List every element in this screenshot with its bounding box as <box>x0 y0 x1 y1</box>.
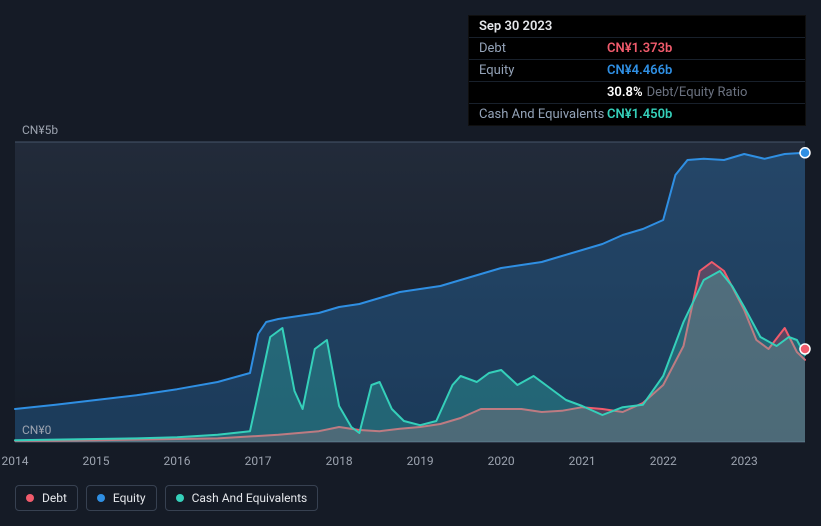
x-axis-label: 2014 <box>2 454 29 468</box>
x-axis-label: 2016 <box>164 454 191 468</box>
x-axis-label: 2022 <box>650 454 677 468</box>
chart-container: CN¥5b CN¥0 Sep 30 2023 Debt CN¥1.373b Eq… <box>0 0 821 526</box>
x-axis-label: 2019 <box>407 454 434 468</box>
legend-dot <box>97 494 105 502</box>
legend-item-debt[interactable]: Debt <box>15 485 78 511</box>
legend-dot <box>176 494 184 502</box>
legend-item-equity[interactable]: Equity <box>86 485 157 511</box>
tooltip-row-ratio: 30.8% Debt/Equity Ratio <box>469 82 805 104</box>
legend-label: Equity <box>113 491 146 505</box>
tooltip-label: Equity <box>479 63 607 78</box>
x-axis-label: 2015 <box>83 454 110 468</box>
tooltip-suffix: Debt/Equity Ratio <box>647 85 748 100</box>
tooltip-value: 30.8% <box>607 85 643 100</box>
tooltip-value: CN¥1.373b <box>607 41 672 56</box>
tooltip-value: CN¥1.450b <box>607 107 672 122</box>
legend: Debt Equity Cash And Equivalents <box>15 485 318 511</box>
tooltip-value: CN¥4.466b <box>607 63 672 78</box>
y-axis-label-min: CN¥0 <box>22 423 51 437</box>
y-axis-label-max: CN¥5b <box>22 123 58 137</box>
tooltip-panel: Sep 30 2023 Debt CN¥1.373b Equity CN¥4.4… <box>468 15 806 126</box>
legend-label: Cash And Equivalents <box>192 491 308 505</box>
legend-dot <box>26 494 34 502</box>
tooltip-row-cash: Cash And Equivalents CN¥1.450b <box>469 104 805 125</box>
legend-label: Debt <box>42 491 67 505</box>
tooltip-row-equity: Equity CN¥4.466b <box>469 60 805 82</box>
tooltip-label: Debt <box>479 41 607 56</box>
tooltip-date: Sep 30 2023 <box>469 16 805 38</box>
x-axis-label: 2017 <box>245 454 272 468</box>
x-axis-label: 2020 <box>488 454 515 468</box>
x-axis-label: 2018 <box>326 454 353 468</box>
tooltip-row-debt: Debt CN¥1.373b <box>469 38 805 60</box>
x-axis-label: 2023 <box>731 454 758 468</box>
tooltip-label: Cash And Equivalents <box>479 107 607 122</box>
legend-item-cash[interactable]: Cash And Equivalents <box>165 485 319 511</box>
x-axis-label: 2021 <box>569 454 596 468</box>
